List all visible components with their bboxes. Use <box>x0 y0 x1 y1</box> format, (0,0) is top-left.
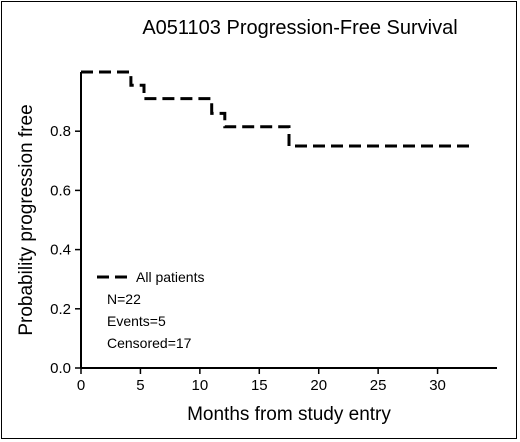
legend-censored: Censored=17 <box>107 335 192 351</box>
x-axis-label: Months from study entry <box>187 404 391 425</box>
x-tick-label: 5 <box>136 377 144 394</box>
series-line-all-patients <box>81 70 474 148</box>
y-tick-label: 0.2 <box>50 301 71 318</box>
x-tick-label: 10 <box>192 377 209 394</box>
x-tick-label: 25 <box>370 377 387 394</box>
x-tick-label: 15 <box>251 377 268 394</box>
y-axis-label: Probability progression free <box>16 104 37 335</box>
x-tick-label: 0 <box>77 377 85 394</box>
y-tick-label: 0.8 <box>50 123 71 140</box>
tick-group: 0 5 10 15 20 25 30 0.0 0.2 0.4 0.6 0.8 <box>50 123 446 394</box>
y-tick-label: 0.4 <box>50 242 71 259</box>
x-tick-label: 20 <box>310 377 327 394</box>
legend-events: Events=5 <box>107 313 166 329</box>
series-group <box>81 70 474 148</box>
axes <box>80 72 497 369</box>
chart-title: A051103 Progression-Free Survival <box>142 17 457 39</box>
y-tick-label: 0.6 <box>50 182 71 199</box>
legend-series-label: All patients <box>136 269 204 285</box>
legend: All patients N=22 Events=5 Censored=17 <box>97 269 204 351</box>
x-tick-label: 30 <box>429 377 446 394</box>
legend-n: N=22 <box>107 291 141 307</box>
y-tick-label: 0.0 <box>50 360 71 377</box>
